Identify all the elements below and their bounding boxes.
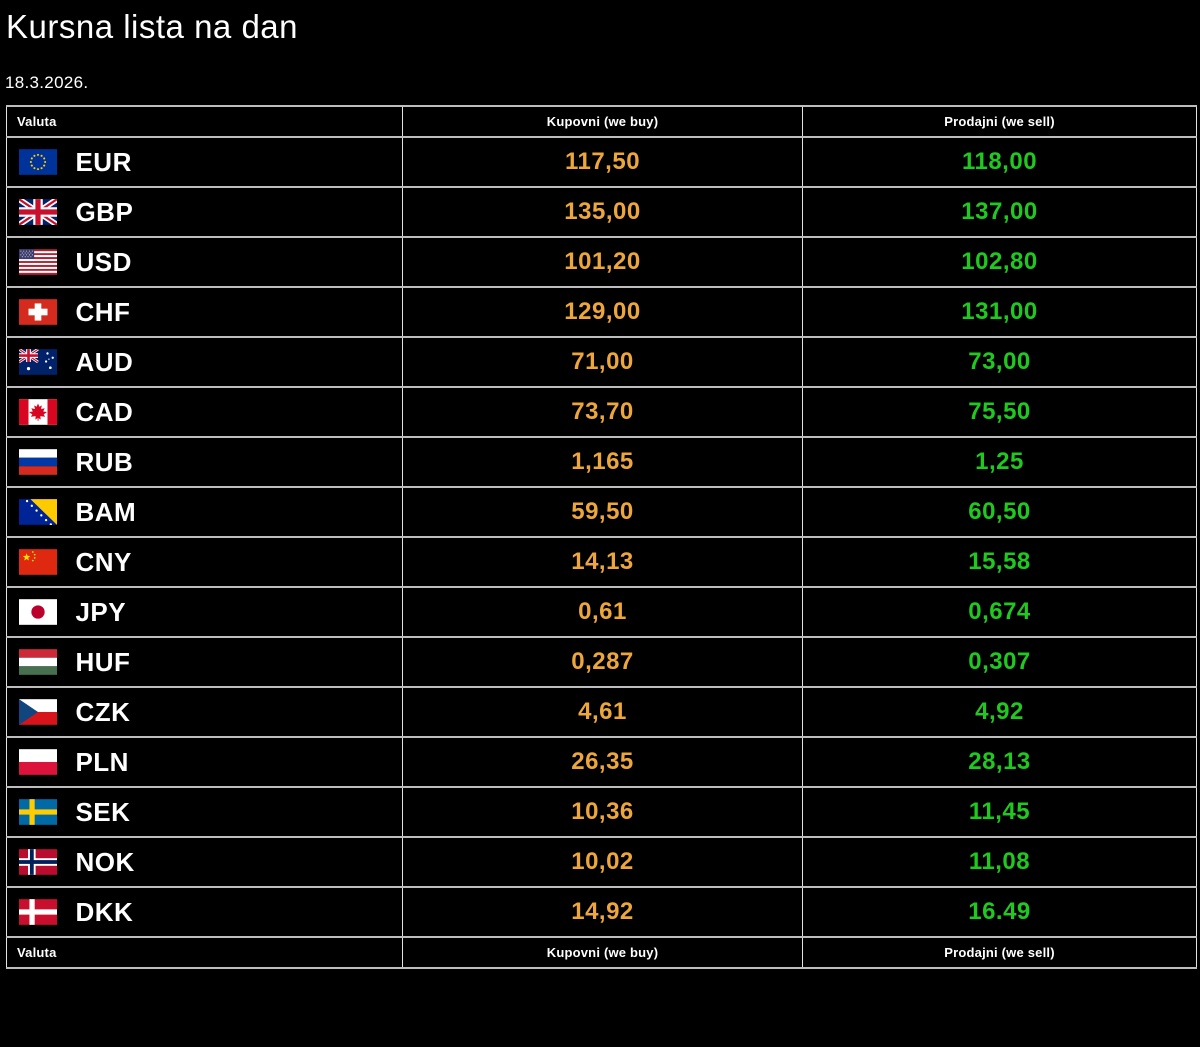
- sell-value: 15,58: [802, 536, 1197, 588]
- currency-code: USD: [75, 246, 132, 277]
- table-row: SEK 10,36 11,45: [6, 786, 1197, 838]
- buy-value: 71,00: [402, 336, 803, 388]
- currency-code: EUR: [75, 146, 132, 177]
- table-row: GBP 135,00 137,00: [6, 186, 1197, 238]
- buy-value: 0,61: [402, 586, 803, 638]
- header-currency: Valuta: [6, 105, 403, 138]
- table-row: CHF 129,00 131,00: [6, 286, 1197, 338]
- footer-currency: Valuta: [6, 936, 403, 969]
- table-row: BAM 59,50 60,50: [6, 486, 1197, 538]
- table-row: NOK 10,02 11,08: [6, 836, 1197, 888]
- sell-value: 11,45: [802, 786, 1197, 838]
- buy-value: 0,287: [402, 636, 803, 688]
- footer-buy: Kupovni (we buy): [402, 936, 803, 969]
- currency-code: HUF: [75, 646, 131, 677]
- buy-value: 101,20: [402, 236, 803, 288]
- table-header-row: Valuta Kupovni (we buy) Prodajni (we sel…: [6, 105, 1197, 138]
- japan-flag-icon: [19, 599, 57, 625]
- australia-flag-icon: [19, 349, 57, 375]
- russia-flag-icon: [19, 449, 57, 475]
- sell-value: 75,50: [802, 386, 1197, 438]
- sell-value: 102,80: [802, 236, 1197, 288]
- china-flag-icon: [19, 549, 57, 575]
- sell-value: 118,00: [802, 136, 1197, 188]
- sweden-flag-icon: [19, 799, 57, 825]
- sell-value: 131,00: [802, 286, 1197, 338]
- buy-value: 14,92: [402, 886, 803, 938]
- us-flag-icon: [19, 249, 57, 275]
- buy-value: 73,70: [402, 386, 803, 438]
- table-row: DKK 14,92 16.49: [6, 886, 1197, 938]
- exchange-rate-table: Valuta Kupovni (we buy) Prodajni (we sel…: [6, 105, 1197, 969]
- sell-value: 11,08: [802, 836, 1197, 888]
- table-row: AUD 71,00 73,00: [6, 336, 1197, 388]
- currency-code: JPY: [75, 596, 127, 627]
- currency-code: AUD: [75, 346, 134, 377]
- table-row: CAD 73,70 75,50: [6, 386, 1197, 438]
- currency-code: SEK: [75, 796, 131, 827]
- table-row: JPY 0,61 0,674: [6, 586, 1197, 638]
- canada-flag-icon: [19, 399, 57, 425]
- table-row: CNY 14,13 15,58: [6, 536, 1197, 588]
- currency-code: CNY: [75, 546, 132, 577]
- currency-code: PLN: [75, 746, 129, 777]
- currency-code: CZK: [75, 696, 131, 727]
- header-sell: Prodajni (we sell): [802, 105, 1197, 138]
- eu-flag-icon: [19, 149, 57, 175]
- currency-code: BAM: [75, 496, 137, 527]
- currency-code: CHF: [75, 296, 131, 327]
- currency-code: CAD: [75, 396, 134, 427]
- sell-value: 4,92: [802, 686, 1197, 738]
- currency-code: GBP: [75, 196, 134, 227]
- header-buy: Kupovni (we buy): [402, 105, 803, 138]
- currency-code: NOK: [75, 846, 135, 877]
- buy-value: 135,00: [402, 186, 803, 238]
- footer-sell: Prodajni (we sell): [802, 936, 1197, 969]
- table-row: USD 101,20 102,80: [6, 236, 1197, 288]
- buy-value: 10,36: [402, 786, 803, 838]
- table-row: PLN 26,35 28,13: [6, 736, 1197, 788]
- buy-value: 59,50: [402, 486, 803, 538]
- sell-value: 73,00: [802, 336, 1197, 388]
- page-title: Kursna lista na dan: [6, 8, 299, 45]
- switzerland-flag-icon: [19, 299, 57, 325]
- denmark-flag-icon: [19, 899, 57, 925]
- exchange-date: 18.3.2026.: [5, 73, 89, 92]
- sell-value: 28,13: [802, 736, 1197, 788]
- table-row: HUF 0,287 0,307: [6, 636, 1197, 688]
- sell-value: 0,307: [802, 636, 1197, 688]
- poland-flag-icon: [19, 749, 57, 775]
- sell-value: 137,00: [802, 186, 1197, 238]
- buy-value: 10,02: [402, 836, 803, 888]
- table-row: CZK 4,61 4,92: [6, 686, 1197, 738]
- sell-value: 1,25: [802, 436, 1197, 488]
- buy-value: 14,13: [402, 536, 803, 588]
- buy-value: 1,165: [402, 436, 803, 488]
- currency-code: RUB: [75, 446, 134, 477]
- table-footer-row: Valuta Kupovni (we buy) Prodajni (we sel…: [6, 936, 1197, 969]
- uk-flag-icon: [19, 199, 57, 225]
- sell-value: 0,674: [802, 586, 1197, 638]
- hungary-flag-icon: [19, 649, 57, 675]
- table-row: EUR 117,50 118,00: [6, 136, 1197, 188]
- czech-flag-icon: [19, 699, 57, 725]
- buy-value: 129,00: [402, 286, 803, 338]
- table-row: RUB 1,165 1,25: [6, 436, 1197, 488]
- sell-value: 16.49: [802, 886, 1197, 938]
- norway-flag-icon: [19, 849, 57, 875]
- sell-value: 60,50: [802, 486, 1197, 538]
- buy-value: 4,61: [402, 686, 803, 738]
- buy-value: 117,50: [402, 136, 803, 188]
- currency-code: DKK: [75, 896, 134, 927]
- buy-value: 26,35: [402, 736, 803, 788]
- bosnia-flag-icon: [19, 499, 57, 525]
